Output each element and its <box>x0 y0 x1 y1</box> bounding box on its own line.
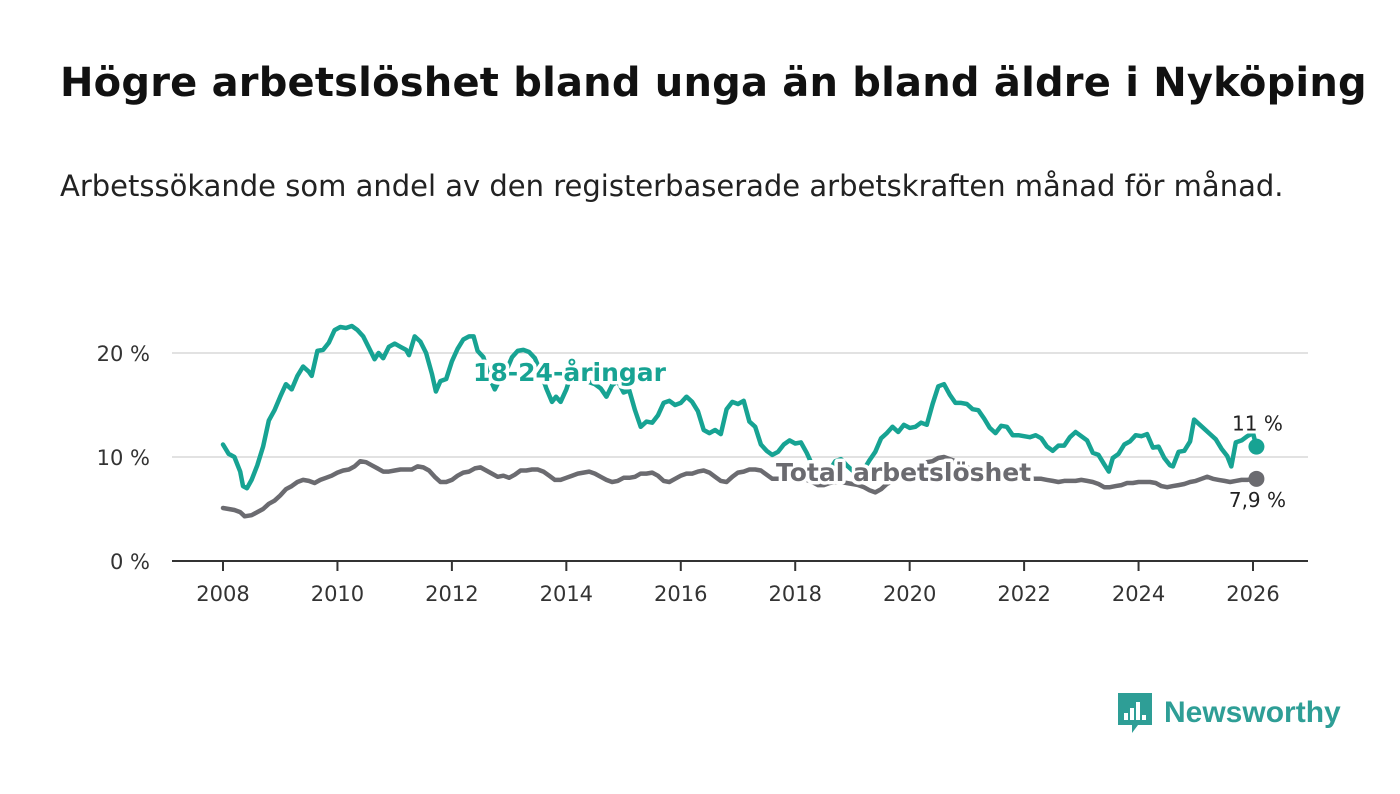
y-tick-label: 10 % <box>97 446 150 470</box>
y-tick-label: 20 % <box>97 342 150 366</box>
x-tick-label: 2008 <box>196 582 249 606</box>
series-lines <box>220 323 1265 519</box>
x-tick-label: 2016 <box>654 582 707 606</box>
x-tick-label: 2022 <box>997 582 1050 606</box>
chart-subtitle: Arbetssökande som andel av den registerb… <box>60 169 1284 203</box>
labels: 18-24-åringar Total arbetslöshet 11 % 7,9 % <box>470 355 1290 515</box>
axes: 0 % 10 % 20 % 2008 2010 2012 2014 2016 2018 2020 2… <box>97 342 1308 606</box>
end-marker-total <box>1248 470 1265 487</box>
y-tick-label: 0 % <box>110 550 150 574</box>
series-label-18-24: 18-24-åringar <box>473 358 667 387</box>
x-tick-label: 2018 <box>768 582 821 606</box>
x-tick-label: 2020 <box>883 582 936 606</box>
newsworthy-logo[interactable]: Newsworthy <box>1118 690 1341 736</box>
series-line-total <box>220 454 1259 519</box>
x-tick-label: 2026 <box>1226 582 1279 606</box>
x-tick-label: 2024 <box>1112 582 1165 606</box>
chart-title: Högre arbetslöshet bland unga än bland ä… <box>60 60 1367 106</box>
series-line-18-24 <box>220 323 1259 491</box>
series-label-total: Total arbetslöshet <box>776 458 1031 487</box>
x-tick-label: 2014 <box>540 582 593 606</box>
end-marker-18-24 <box>1248 438 1265 455</box>
x-tick-label: 2012 <box>425 582 478 606</box>
end-label-18-24: 11 % <box>1232 412 1283 436</box>
x-tick-label: 2010 <box>311 582 364 606</box>
brand-name: Newsworthy <box>1164 696 1341 729</box>
end-label-total: 7,9 % <box>1229 488 1286 512</box>
gridlines <box>172 352 1308 458</box>
bar-chart-speech-bubble-icon <box>1118 693 1152 733</box>
